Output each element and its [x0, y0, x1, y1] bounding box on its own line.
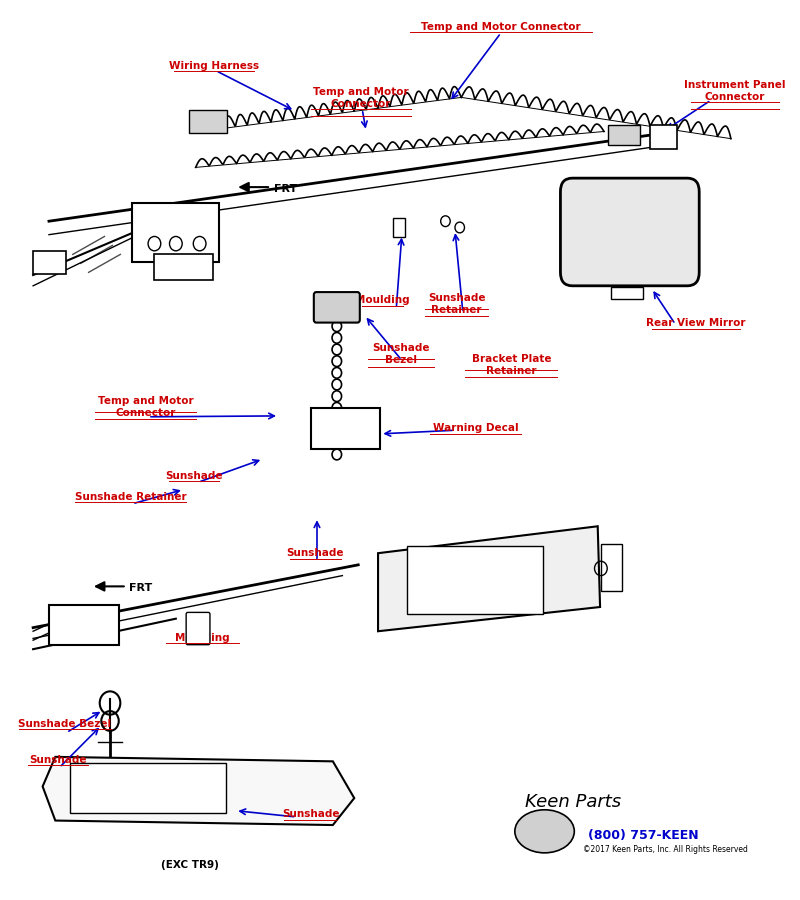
FancyBboxPatch shape [393, 218, 405, 238]
Text: (800) 757-KEEN: (800) 757-KEEN [588, 829, 699, 842]
FancyBboxPatch shape [314, 292, 360, 322]
Text: Sunshade Bezel: Sunshade Bezel [18, 719, 111, 729]
Text: ©2017 Keen Parts, Inc. All Rights Reserved: ©2017 Keen Parts, Inc. All Rights Reserv… [582, 845, 747, 854]
FancyBboxPatch shape [70, 763, 226, 814]
FancyBboxPatch shape [33, 251, 66, 274]
Ellipse shape [515, 810, 574, 853]
Text: Sunshade
Bezel: Sunshade Bezel [372, 343, 430, 365]
Text: Temp and Motor Connector: Temp and Motor Connector [421, 22, 581, 32]
Text: Sunshade: Sunshade [286, 548, 344, 558]
Polygon shape [42, 757, 354, 825]
Text: FRT: FRT [274, 184, 298, 194]
Text: Sunshade
Retainer: Sunshade Retainer [428, 292, 486, 315]
Text: (TR9): (TR9) [511, 562, 543, 572]
Text: Temp and Motor
Connector: Temp and Motor Connector [313, 87, 409, 110]
Text: Sunshade: Sunshade [29, 754, 86, 764]
Text: Moulding: Moulding [354, 295, 410, 305]
FancyBboxPatch shape [407, 546, 543, 614]
Text: Warning Decal: Warning Decal [433, 424, 518, 434]
Polygon shape [378, 526, 600, 631]
FancyBboxPatch shape [311, 408, 380, 449]
Text: Keen Parts: Keen Parts [525, 793, 621, 811]
FancyBboxPatch shape [186, 612, 210, 644]
Text: FRT: FRT [129, 583, 152, 593]
FancyBboxPatch shape [49, 605, 118, 644]
FancyBboxPatch shape [561, 178, 699, 286]
Text: Wiring Harness: Wiring Harness [169, 61, 259, 71]
Text: Sunshade Retainer: Sunshade Retainer [75, 491, 186, 501]
Text: Bracket Plate
Retainer: Bracket Plate Retainer [471, 354, 551, 376]
Text: (EXC TR9): (EXC TR9) [161, 860, 219, 869]
Text: Temp and Motor
Connector: Temp and Motor Connector [98, 396, 194, 418]
Text: Moulding: Moulding [175, 633, 230, 643]
Text: Instrument Panel
Connector: Instrument Panel Connector [684, 80, 786, 103]
FancyBboxPatch shape [601, 544, 622, 591]
Text: Sunshade: Sunshade [282, 809, 339, 819]
FancyBboxPatch shape [132, 203, 219, 262]
FancyBboxPatch shape [189, 110, 226, 133]
Text: Sunshade: Sunshade [166, 471, 223, 481]
Text: Rear View Mirror: Rear View Mirror [646, 319, 746, 328]
FancyBboxPatch shape [611, 287, 643, 300]
FancyBboxPatch shape [608, 125, 640, 145]
FancyBboxPatch shape [650, 125, 677, 148]
FancyBboxPatch shape [154, 254, 213, 280]
